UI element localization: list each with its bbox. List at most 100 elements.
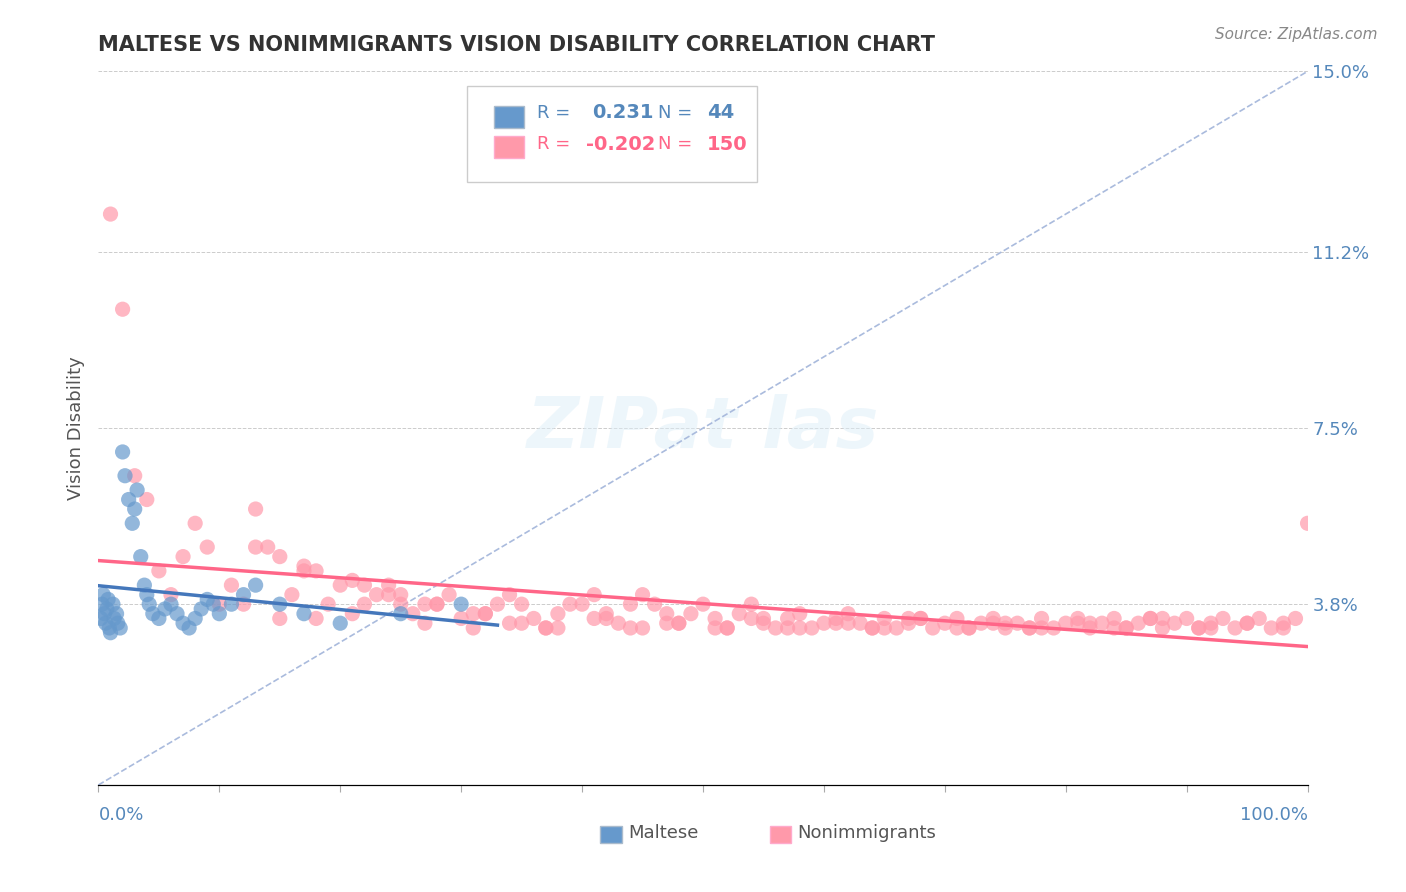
Maltese [91,588,114,602]
Nonimmigrants [269,611,291,625]
Nonimmigrants [148,564,170,578]
Text: N =: N = [658,136,693,153]
Nonimmigrants [342,607,364,621]
Maltese [142,607,165,621]
Nonimmigrants [740,597,762,611]
Nonimmigrants [1284,611,1306,625]
Nonimmigrants [1152,621,1174,635]
Nonimmigrants [631,621,654,635]
Nonimmigrants [740,611,762,625]
Maltese [245,578,267,592]
Nonimmigrants [1152,611,1174,625]
Nonimmigrants [316,597,339,611]
Nonimmigrants [547,607,569,621]
Nonimmigrants [752,616,775,631]
Nonimmigrants [631,588,654,602]
Text: R =: R = [537,136,571,153]
Nonimmigrants [195,540,218,554]
Nonimmigrants [534,621,557,635]
Nonimmigrants [1102,621,1125,635]
Nonimmigrants [655,616,678,631]
Nonimmigrants [800,621,823,635]
Maltese [179,621,201,635]
Text: N =: N = [658,103,693,121]
Nonimmigrants [595,607,617,621]
Nonimmigrants [1296,516,1319,531]
Maltese [172,616,194,631]
Nonimmigrants [716,621,738,635]
Nonimmigrants [994,621,1017,635]
Nonimmigrants [1054,616,1077,631]
Nonimmigrants [957,621,980,635]
Maltese [166,607,188,621]
Nonimmigrants [1272,616,1295,631]
Text: 0.231: 0.231 [592,103,654,122]
Text: Nonimmigrants: Nonimmigrants [797,824,936,842]
Text: 0.0%: 0.0% [98,806,143,824]
Maltese [91,597,114,611]
Nonimmigrants [921,621,943,635]
Nonimmigrants [1139,611,1161,625]
Nonimmigrants [776,611,799,625]
Text: Source: ZipAtlas.com: Source: ZipAtlas.com [1215,27,1378,42]
Nonimmigrants [389,597,412,611]
Nonimmigrants [450,611,472,625]
Nonimmigrants [595,611,617,625]
Maltese [160,597,183,611]
Nonimmigrants [305,564,328,578]
Nonimmigrants [873,621,896,635]
Nonimmigrants [437,588,460,602]
Nonimmigrants [668,616,690,631]
Maltese [114,468,136,483]
Nonimmigrants [353,578,375,592]
Maltese [329,616,352,631]
Maltese [124,502,146,516]
Nonimmigrants [245,502,267,516]
Nonimmigrants [825,611,848,625]
Maltese [94,616,117,631]
Maltese [108,621,131,635]
Nonimmigrants [934,616,956,631]
Maltese [121,516,143,531]
Nonimmigrants [619,621,641,635]
Nonimmigrants [946,621,969,635]
Maltese [153,602,176,616]
Nonimmigrants [353,597,375,611]
Nonimmigrants [100,207,122,221]
Nonimmigrants [1188,621,1211,635]
Nonimmigrants [1236,616,1258,631]
Nonimmigrants [1067,616,1090,631]
Maltese [148,611,170,625]
Nonimmigrants [172,549,194,564]
Nonimmigrants [1163,616,1185,631]
Nonimmigrants [426,597,449,611]
Nonimmigrants [498,616,520,631]
Maltese [134,578,156,592]
Nonimmigrants [389,588,412,602]
FancyBboxPatch shape [494,136,524,159]
Nonimmigrants [1115,621,1137,635]
Maltese [100,625,122,640]
Maltese [450,597,472,611]
Nonimmigrants [402,607,425,621]
Nonimmigrants [160,588,183,602]
Nonimmigrants [269,549,291,564]
Nonimmigrants [789,621,811,635]
Maltese [129,549,152,564]
Text: 44: 44 [707,103,734,122]
Nonimmigrants [1007,616,1029,631]
Maltese [208,607,231,621]
Maltese [98,621,121,635]
Y-axis label: Vision Disability: Vision Disability [66,356,84,500]
Maltese [138,597,160,611]
Maltese [232,588,254,602]
Maltese [292,607,315,621]
Nonimmigrants [474,607,496,621]
Nonimmigrants [305,611,328,625]
Nonimmigrants [860,621,883,635]
Maltese [127,483,149,497]
Nonimmigrants [813,616,835,631]
Nonimmigrants [644,597,666,611]
Nonimmigrants [1128,616,1150,631]
Nonimmigrants [789,607,811,621]
